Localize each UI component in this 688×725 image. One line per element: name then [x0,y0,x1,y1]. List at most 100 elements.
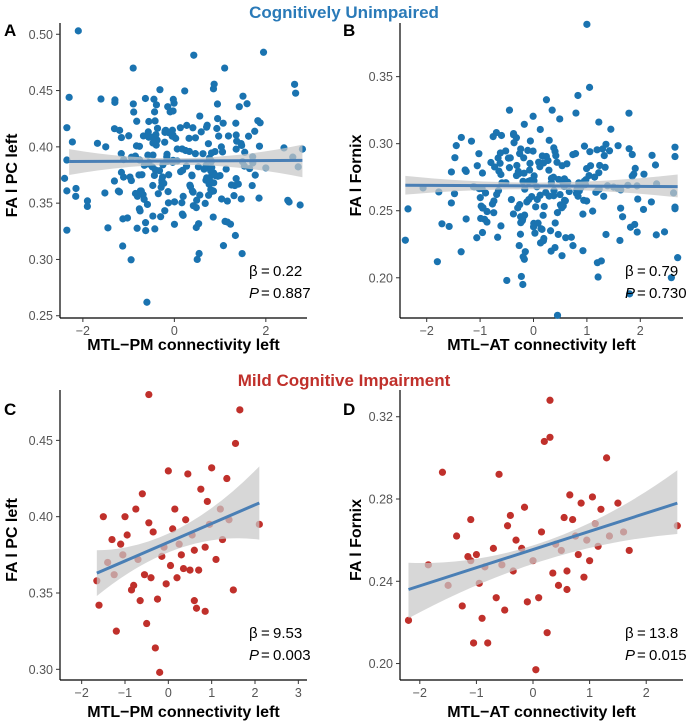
beta-equals: = [637,263,646,280]
data-point [141,219,150,227]
data-point [192,203,200,212]
data-point [102,143,110,151]
data-point [607,125,615,133]
data-point [497,222,505,230]
data-point [197,128,205,136]
data-point [505,164,514,172]
data-point [458,602,466,610]
data-point [533,195,541,204]
data-point [178,210,186,218]
data-point [179,564,188,573]
data-point [192,604,201,612]
data-point [579,247,587,255]
data-point [196,112,204,120]
panel-letter: C [4,400,16,419]
y-tick-label: 0.40 [29,140,53,154]
data-point [201,543,209,551]
data-point [195,249,203,258]
data-point [478,169,487,177]
data-point [489,544,497,552]
data-point [554,230,562,239]
data-point [596,161,604,170]
data-point [549,569,557,577]
data-point [157,183,165,191]
data-point [469,639,478,647]
data-point [445,222,453,231]
data-point [572,109,580,117]
data-point [193,255,201,264]
data-point [155,167,164,175]
data-point [201,607,209,615]
data-point [176,124,184,132]
data-point [232,131,240,139]
y-tick-label: 0.20 [369,657,393,671]
data-point [602,140,610,148]
data-point [633,228,641,236]
data-point [520,120,528,128]
data-point [594,273,602,281]
data-point [628,150,636,159]
data-point [545,136,553,144]
data-point [285,198,293,206]
data-point [179,192,187,201]
y-tick-label: 0.35 [29,197,53,211]
data-point [614,499,622,507]
data-point [530,172,538,180]
data-point [563,567,571,575]
data-point [631,220,639,229]
data-point [142,227,150,235]
y-tick-label: 0.30 [369,137,393,151]
data-point [255,142,264,150]
data-point [496,149,505,157]
data-point [671,205,679,213]
x-tick-label: 1 [583,324,590,338]
data-point [223,197,231,205]
data-point [152,101,161,109]
data-point [647,198,655,206]
p-label: P [625,647,635,664]
x-tick-label: 3 [295,686,302,700]
data-point [150,108,159,116]
data-point [127,586,136,594]
data-point [232,175,240,183]
data-point [461,166,469,174]
data-point [580,142,589,150]
data-point [144,151,152,159]
x-axis-title: MTL−PM connectivity left [87,337,280,354]
data-point [506,511,514,520]
data-point [494,233,502,241]
data-point [296,201,304,209]
data-point [586,148,594,156]
data-point [217,143,225,151]
data-point [170,99,178,107]
data-point [496,159,504,167]
panel-letter: D [343,400,355,419]
data-point [104,224,112,232]
data-point [129,100,137,108]
data-point [214,114,222,123]
p-equals: = [637,285,646,302]
data-point [520,154,528,162]
data-point [203,497,211,506]
data-point [186,566,194,574]
data-point [149,212,157,220]
data-point [138,171,146,179]
data-point [536,163,544,171]
y-tick-label: 0.25 [369,204,393,218]
data-point [123,531,131,539]
x-tick-label: −2 [420,324,434,338]
data-point [605,147,614,155]
data-point [210,80,218,88]
data-point [139,132,148,140]
data-point [671,143,679,151]
data-point [509,210,518,218]
data-point [551,219,559,227]
data-point [569,151,577,159]
data-point [625,109,633,117]
data-point [447,168,456,176]
x-tick-label: 0 [171,324,178,338]
data-point [143,298,151,306]
data-point [481,189,490,197]
y-tick-label: 0.30 [29,253,53,267]
